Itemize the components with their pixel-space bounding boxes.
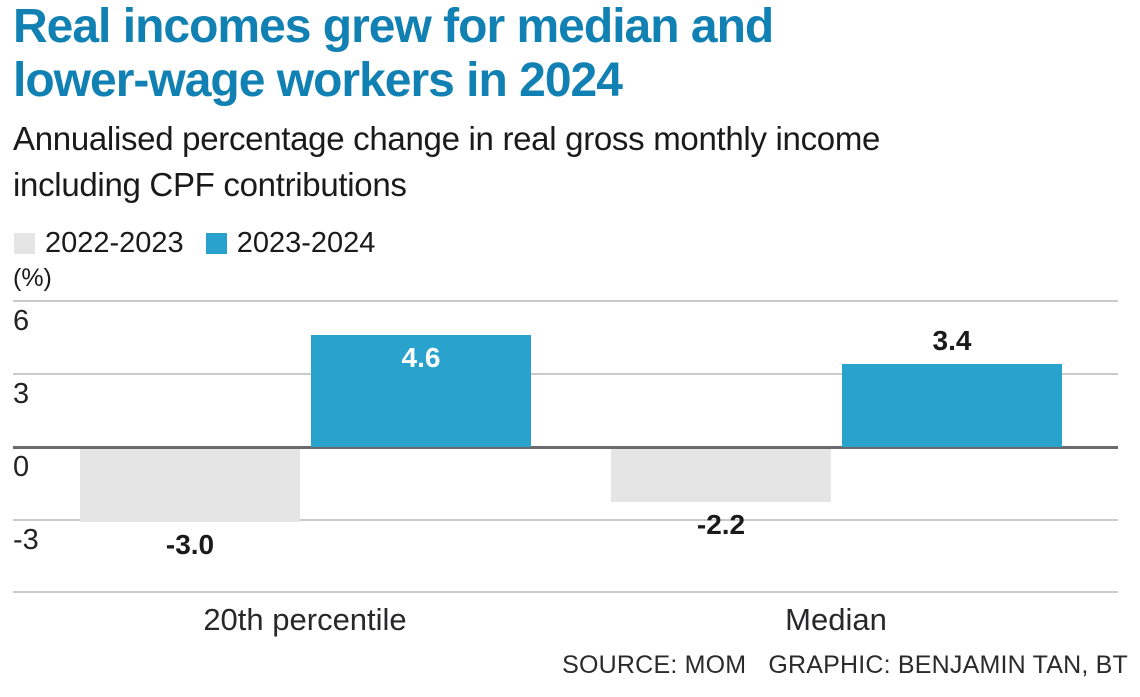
gridline (13, 519, 1118, 522)
plot-bottom-line (13, 591, 1118, 593)
category-label-20th-percentile: 20th percentile (203, 602, 407, 637)
bar-2023-2024-median (842, 364, 1062, 447)
y-tick-label: 6 (13, 304, 30, 337)
legend-label: 2022-2023 (45, 227, 184, 259)
gridline (13, 299, 1118, 302)
legend-label: 2023-2024 (236, 227, 376, 259)
source-line: SOURCE: MOM GRAPHIC: BENJAMIN TAN, BT (562, 651, 1128, 680)
zero-axis-line (13, 445, 1118, 449)
chart-title-line1: Real incomes grew for median and (13, 0, 774, 53)
legend-swatch-2022-2023 (14, 233, 35, 254)
legend: 2022-2023 2023-2024 (14, 227, 375, 260)
bar-value-label: 3.4 (932, 325, 972, 357)
legend-item-2023-2024: 2023-2024 (205, 227, 376, 260)
credit-label: GRAPHIC: BENJAMIN TAN, BT (768, 651, 1128, 679)
bar-2023-2024-20th-percentile (311, 334, 531, 447)
bar-value-label: -2.2 (696, 509, 746, 541)
bar-value-label: -3.0 (165, 528, 215, 560)
bar-2022-2023-median (611, 448, 831, 503)
legend-item-2022-2023: 2022-2023 (14, 227, 184, 260)
legend-swatch-2023-2024 (205, 233, 227, 254)
chart-title-line2: lower-wage workers in 2024 (13, 54, 623, 107)
chart-subtitle: Annualised percentage change in real gro… (13, 116, 880, 208)
gridline (13, 372, 1118, 375)
chart-title: Real incomes grew for median and lower-w… (13, 0, 774, 108)
bar-2022-2023-20th-percentile (80, 448, 300, 522)
y-tick-label: 0 (13, 451, 30, 483)
chart-subtitle-line2: including CPF contributions (13, 166, 407, 203)
category-label-median: Median (785, 602, 887, 637)
chart-subtitle-line1: Annualised percentage change in real gro… (13, 120, 881, 157)
y-axis-unit-label: (%) (13, 264, 52, 292)
source-label: SOURCE: MOM (562, 651, 747, 679)
bar-value-label: 4.6 (401, 341, 441, 373)
y-tick-label: 3 (13, 377, 30, 410)
y-tick-label: -3 (13, 524, 39, 557)
